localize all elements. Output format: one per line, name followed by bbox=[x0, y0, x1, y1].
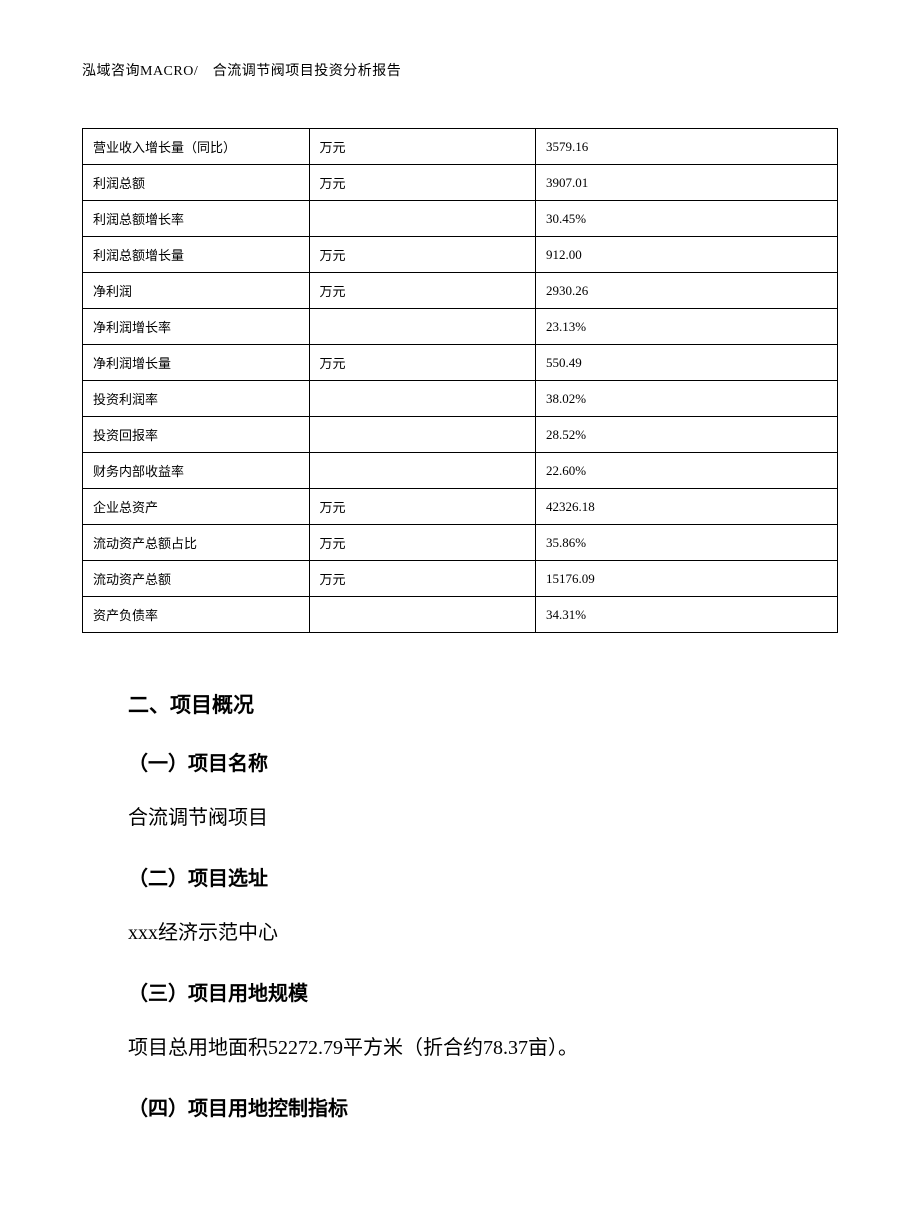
row-label: 净利润增长量 bbox=[83, 345, 310, 381]
table-row: 净利润增长量 万元 550.49 bbox=[83, 345, 838, 381]
table-row: 净利润 万元 2930.26 bbox=[83, 273, 838, 309]
table-row: 净利润增长率 23.13% bbox=[83, 309, 838, 345]
row-value: 42326.18 bbox=[536, 489, 838, 525]
row-unit bbox=[309, 417, 536, 453]
row-label: 企业总资产 bbox=[83, 489, 310, 525]
row-label: 利润总额增长量 bbox=[83, 237, 310, 273]
sub-heading-project-name: （一）项目名称 bbox=[128, 747, 838, 776]
row-label: 资产负债率 bbox=[83, 597, 310, 633]
row-unit: 万元 bbox=[309, 273, 536, 309]
row-label: 利润总额增长率 bbox=[83, 201, 310, 237]
row-value: 35.86% bbox=[536, 525, 838, 561]
header-text: 泓域咨询MACRO/ 合流调节阀项目投资分析报告 bbox=[82, 64, 401, 79]
body-text-project-name: 合流调节阀项目 bbox=[128, 802, 838, 834]
financial-indicators-table: 营业收入增长量（同比） 万元 3579.16 利润总额 万元 3907.01 利… bbox=[82, 128, 838, 633]
table-row: 财务内部收益率 22.60% bbox=[83, 453, 838, 489]
row-unit bbox=[309, 381, 536, 417]
body-text-land-scale: 项目总用地面积52272.79平方米（折合约78.37亩）。 bbox=[128, 1032, 838, 1064]
row-unit: 万元 bbox=[309, 237, 536, 273]
page-header: 泓域咨询MACRO/ 合流调节阀项目投资分析报告 bbox=[82, 60, 838, 80]
row-unit: 万元 bbox=[309, 345, 536, 381]
row-unit: 万元 bbox=[309, 489, 536, 525]
table-row: 投资回报率 28.52% bbox=[83, 417, 838, 453]
row-label: 利润总额 bbox=[83, 165, 310, 201]
row-unit bbox=[309, 201, 536, 237]
row-label: 净利润增长率 bbox=[83, 309, 310, 345]
table-row: 营业收入增长量（同比） 万元 3579.16 bbox=[83, 129, 838, 165]
row-unit: 万元 bbox=[309, 129, 536, 165]
row-unit bbox=[309, 309, 536, 345]
sub-heading-project-location: （二）项目选址 bbox=[128, 862, 838, 891]
body-text-project-location: xxx经济示范中心 bbox=[128, 917, 838, 949]
page-container: 泓域咨询MACRO/ 合流调节阀项目投资分析报告 营业收入增长量（同比） 万元 … bbox=[0, 0, 920, 1207]
row-value: 3907.01 bbox=[536, 165, 838, 201]
row-label: 投资利润率 bbox=[83, 381, 310, 417]
row-value: 912.00 bbox=[536, 237, 838, 273]
row-value: 34.31% bbox=[536, 597, 838, 633]
table-row: 流动资产总额 万元 15176.09 bbox=[83, 561, 838, 597]
row-unit: 万元 bbox=[309, 165, 536, 201]
table-row: 投资利润率 38.02% bbox=[83, 381, 838, 417]
row-label: 营业收入增长量（同比） bbox=[83, 129, 310, 165]
row-label: 净利润 bbox=[83, 273, 310, 309]
sub-heading-land-control: （四）项目用地控制指标 bbox=[128, 1092, 838, 1121]
table-row: 资产负债率 34.31% bbox=[83, 597, 838, 633]
row-value: 15176.09 bbox=[536, 561, 838, 597]
table-row: 利润总额增长率 30.45% bbox=[83, 201, 838, 237]
row-unit bbox=[309, 597, 536, 633]
table-row: 流动资产总额占比 万元 35.86% bbox=[83, 525, 838, 561]
row-label: 流动资产总额占比 bbox=[83, 525, 310, 561]
sub-heading-land-scale: （三）项目用地规模 bbox=[128, 977, 838, 1006]
row-unit: 万元 bbox=[309, 561, 536, 597]
row-value: 23.13% bbox=[536, 309, 838, 345]
table-row: 企业总资产 万元 42326.18 bbox=[83, 489, 838, 525]
row-label: 投资回报率 bbox=[83, 417, 310, 453]
table-row: 利润总额增长量 万元 912.00 bbox=[83, 237, 838, 273]
row-value: 28.52% bbox=[536, 417, 838, 453]
row-value: 3579.16 bbox=[536, 129, 838, 165]
row-value: 550.49 bbox=[536, 345, 838, 381]
row-unit: 万元 bbox=[309, 525, 536, 561]
row-value: 2930.26 bbox=[536, 273, 838, 309]
table-row: 利润总额 万元 3907.01 bbox=[83, 165, 838, 201]
row-value: 38.02% bbox=[536, 381, 838, 417]
row-label: 流动资产总额 bbox=[83, 561, 310, 597]
row-value: 30.45% bbox=[536, 201, 838, 237]
table-body: 营业收入增长量（同比） 万元 3579.16 利润总额 万元 3907.01 利… bbox=[83, 129, 838, 633]
section-heading-overview: 二、项目概况 bbox=[128, 689, 838, 719]
row-value: 22.60% bbox=[536, 453, 838, 489]
row-label: 财务内部收益率 bbox=[83, 453, 310, 489]
row-unit bbox=[309, 453, 536, 489]
